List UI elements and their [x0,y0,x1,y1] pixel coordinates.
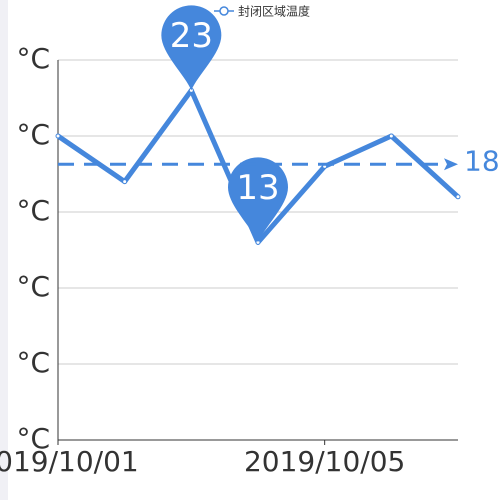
y-tick-label: °C [16,42,50,75]
y-tick-label: °C [16,194,50,227]
legend-label: 封闭区域温度 [238,4,310,19]
y-tick-label: °C [16,118,50,151]
pin [161,5,222,91]
point [388,133,394,139]
point [122,179,128,185]
legend-icon [219,6,229,16]
y-tick-label: °C [16,270,50,303]
x-tick-label: 2019/10/05 [244,445,405,478]
point [55,133,61,139]
x-tick-label: 2019/10/01 [0,445,139,478]
side-strip [0,0,8,500]
y-tick-label: °C [16,422,50,455]
mark-line-arrow [444,158,458,171]
pin-label: 23 [170,16,213,56]
point [455,194,461,200]
pin [228,157,288,243]
pin-label: 13 [236,168,279,208]
mark-line-label: 18 [464,144,500,177]
y-tick-label: °C [16,346,50,379]
